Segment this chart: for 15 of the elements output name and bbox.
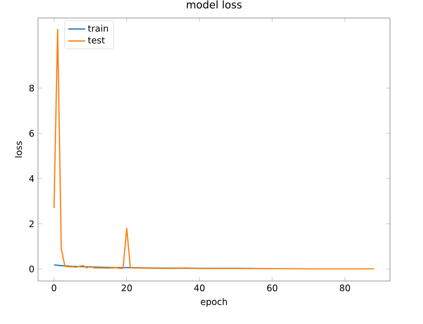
y-tick-label: 6 — [29, 130, 34, 137]
x-axis-title: epoch — [200, 298, 227, 307]
y-tick-label: 8 — [29, 84, 34, 92]
y-axis-title: loss — [14, 141, 22, 158]
x-tick-label: 80 — [340, 284, 350, 292]
x-tick-label: 40 — [194, 284, 205, 292]
x-tick-label: 60 — [267, 284, 278, 292]
x-tick-label: 0 — [52, 284, 56, 292]
legend-label: test — [88, 37, 105, 44]
y-tick-label: 0 — [29, 266, 34, 272]
legend-label: train — [88, 24, 108, 32]
x-tick-label: 20 — [122, 284, 132, 292]
y-tick-label: 4 — [29, 175, 34, 182]
chart-title: model loss — [186, 0, 242, 8]
y-tick-label: 2 — [29, 220, 34, 228]
